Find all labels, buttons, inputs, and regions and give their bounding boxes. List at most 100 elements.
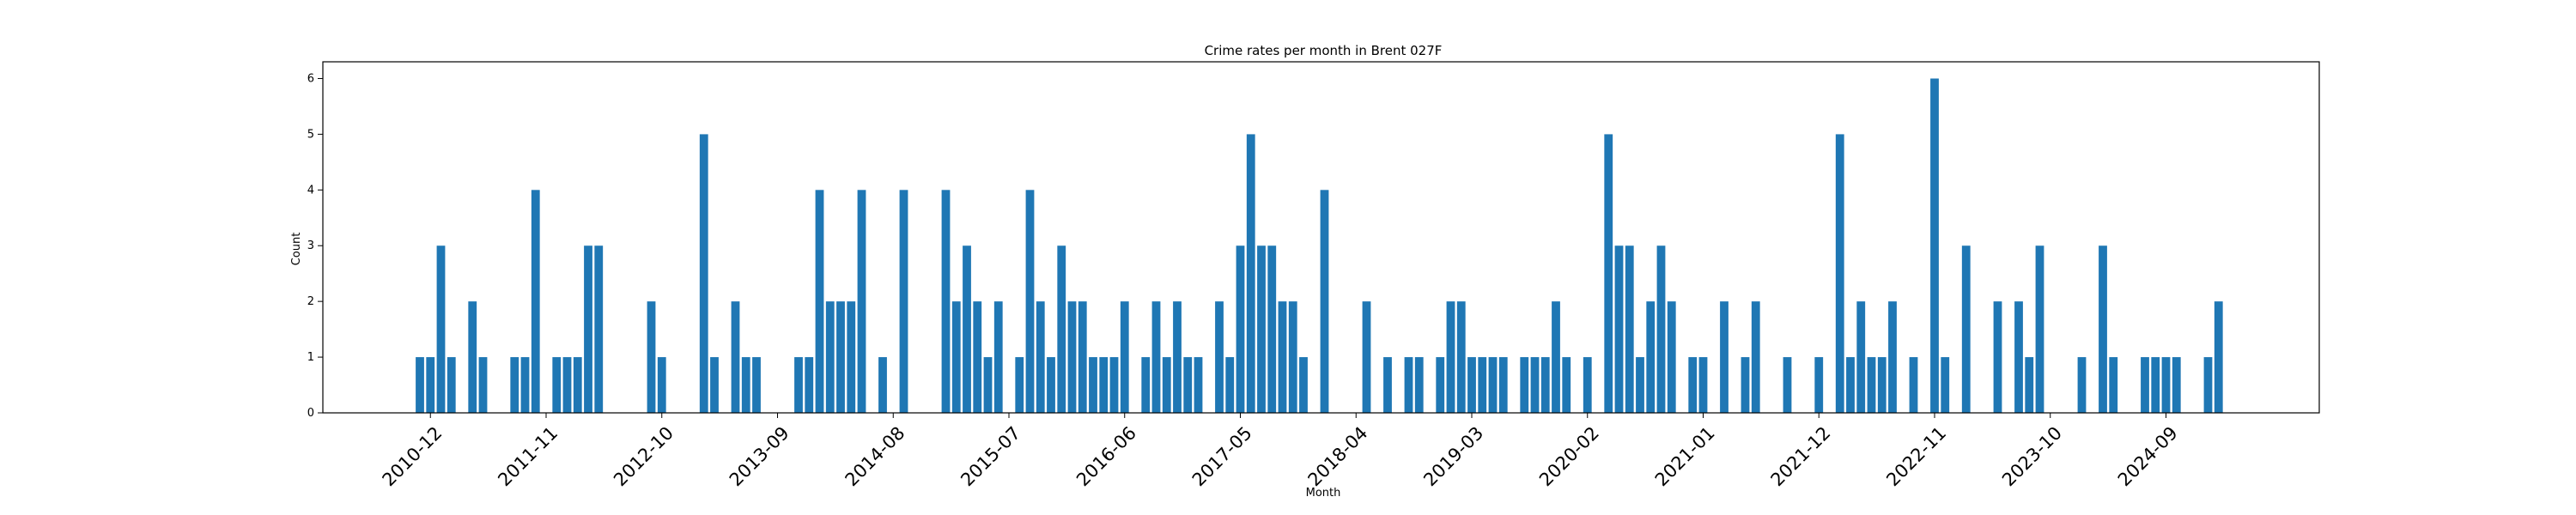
bar-2015-08 — [1015, 357, 1024, 413]
bar-2017-10 — [1288, 301, 1297, 413]
x-axis-label: Month — [1306, 487, 1341, 500]
bar-2019-10 — [1540, 357, 1550, 413]
bar-2017-07 — [1257, 245, 1266, 413]
bar-2012-10 — [657, 357, 666, 413]
x-tick-label: 2016-06 — [1072, 422, 1140, 490]
bar-2022-12 — [1941, 357, 1950, 413]
bar-2022-06 — [1877, 357, 1886, 413]
plot-frame — [322, 61, 2320, 414]
bar-2020-12 — [1688, 357, 1698, 413]
bar-2016-03 — [1089, 357, 1097, 413]
bar-2016-02 — [1078, 301, 1087, 413]
bar-2018-05 — [1362, 301, 1371, 413]
bar-2020-10 — [1667, 301, 1676, 413]
y-tick-label: 0 — [307, 407, 314, 420]
bar-2013-03 — [710, 357, 719, 413]
bar-2021-03 — [1720, 301, 1728, 413]
bar-2024-07 — [2141, 357, 2149, 413]
bar-2011-05 — [478, 357, 488, 413]
bar-2020-08 — [1646, 301, 1656, 413]
bar-2012-03 — [584, 245, 592, 413]
bar-2017-06 — [1246, 134, 1255, 413]
bar-2024-03 — [2099, 245, 2107, 413]
x-tick-label: 2014-08 — [841, 422, 909, 490]
bar-2022-09 — [1909, 357, 1918, 413]
x-ticks-group: 2010-12 2011-11 2012-10 2013-09 2014-08 2015-… — [379, 413, 2182, 490]
x-tick-label: 2024-09 — [2114, 422, 2182, 490]
bar-2016-01 — [1067, 301, 1077, 413]
bar-2014-02 — [825, 301, 835, 413]
bar-2022-03 — [1846, 357, 1855, 413]
bar-2019-12 — [1562, 357, 1571, 413]
bar-2016-12 — [1183, 357, 1193, 413]
bar-2014-01 — [815, 190, 824, 413]
bar-2017-04 — [1225, 357, 1235, 413]
bar-2015-12 — [1057, 245, 1066, 413]
x-tick-label: 2019-03 — [1419, 422, 1487, 490]
bar-2018-09 — [1404, 357, 1413, 413]
bar-2014-04 — [847, 301, 856, 413]
bar-2022-05 — [1867, 357, 1876, 413]
x-tick-label: 2015-07 — [957, 422, 1024, 490]
bar-2018-07 — [1383, 357, 1392, 413]
x-tick-label: 2022-11 — [1882, 422, 1950, 490]
bar-2017-11 — [1299, 357, 1308, 413]
y-tick-label: 4 — [307, 184, 314, 197]
bar-2016-09 — [1151, 301, 1161, 413]
bar-2025-01 — [2203, 357, 2213, 413]
bar-2021-09 — [1783, 357, 1792, 413]
x-tick-label: 2017-05 — [1188, 422, 1256, 490]
chart-title: Crime rates per month in Brent 027F — [1205, 43, 1443, 58]
bar-2024-10 — [2172, 357, 2181, 413]
bar-2020-09 — [1656, 245, 1666, 413]
bar-2021-05 — [1741, 357, 1750, 413]
bar-2013-11 — [794, 357, 803, 413]
y-tick-label: 6 — [307, 72, 314, 85]
y-tick-label: 3 — [307, 239, 314, 252]
bar-2012-02 — [573, 357, 582, 413]
x-tick-label: 2021-01 — [1651, 422, 1719, 490]
bar-2017-09 — [1278, 301, 1287, 413]
bar-2020-04 — [1604, 134, 1613, 413]
bar-2024-08 — [2151, 357, 2160, 413]
bar-2015-04 — [973, 301, 982, 413]
bar-2011-12 — [552, 357, 562, 413]
y-axis-label: Count — [290, 233, 303, 266]
bar-2011-04 — [468, 301, 477, 413]
bar-2018-12 — [1436, 357, 1445, 413]
bar-2024-04 — [2109, 357, 2118, 413]
bar-2014-03 — [836, 301, 845, 413]
bar-2012-01 — [562, 357, 572, 413]
bar-2013-02 — [699, 134, 708, 413]
bar-2019-05 — [1488, 357, 1498, 413]
bar-2017-08 — [1267, 245, 1277, 413]
bar-2017-01 — [1194, 357, 1203, 413]
bar-2013-07 — [752, 357, 761, 413]
bar-2015-01 — [941, 190, 951, 413]
bar-2012-04 — [594, 245, 604, 413]
bar-2020-07 — [1636, 357, 1644, 413]
bar-2018-10 — [1414, 357, 1424, 413]
bar-2019-02 — [1456, 301, 1466, 413]
bar-2023-08 — [2025, 357, 2034, 413]
bar-2015-02 — [951, 301, 961, 413]
bar-2017-05 — [1236, 245, 1245, 413]
bar-2015-06 — [993, 301, 1003, 413]
bar-2013-06 — [741, 357, 750, 413]
bar-2016-11 — [1173, 301, 1182, 413]
bar-2016-08 — [1141, 357, 1151, 413]
bar-2011-02 — [447, 357, 456, 413]
bar-2023-05 — [1993, 301, 2002, 413]
bar-2022-07 — [1888, 301, 1897, 413]
bar-2020-05 — [1614, 245, 1624, 413]
bar-2022-04 — [1856, 301, 1866, 413]
y-tick-label: 5 — [307, 128, 314, 141]
bar-2015-03 — [963, 245, 971, 413]
bar-2022-02 — [1835, 134, 1844, 413]
bar-2013-12 — [805, 357, 814, 413]
bar-2015-05 — [983, 357, 993, 413]
bar-2014-09 — [899, 190, 908, 413]
bar-2021-06 — [1751, 301, 1760, 413]
bar-2019-11 — [1552, 301, 1560, 413]
bar-2015-11 — [1047, 357, 1055, 413]
